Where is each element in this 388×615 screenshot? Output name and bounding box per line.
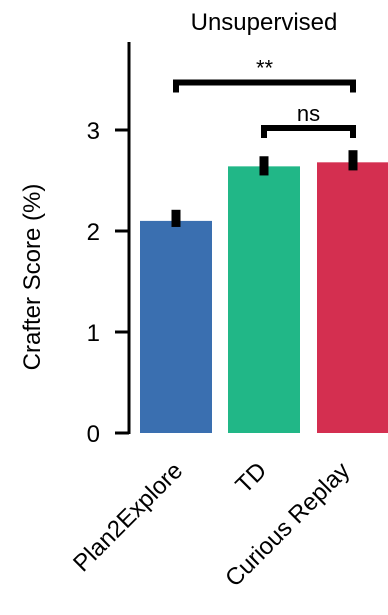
significance-bracket-0 — [173, 79, 356, 93]
y-tick-label: 2 — [87, 219, 100, 246]
x-category-label: TD — [231, 457, 273, 499]
y-tick-label: 3 — [87, 118, 100, 145]
error-bars-group — [171, 150, 358, 227]
significance-label-1: ns — [297, 101, 320, 126]
y-tick-label: 1 — [87, 320, 100, 347]
y-tick-label: 0 — [87, 421, 100, 448]
y-axis-label: Crafter Score (%) — [19, 184, 46, 371]
significance-bracket-1 — [261, 124, 356, 138]
x-category-label: Plan2Explore — [68, 457, 188, 577]
bar-0 — [140, 220, 212, 433]
bar-2 — [317, 162, 388, 433]
y-axis-ticks: 0 1 2 3 — [87, 118, 129, 448]
bar-1 — [228, 166, 300, 434]
chart-title: Unsupervised — [191, 9, 338, 36]
significance-group: ** ns — [173, 56, 356, 138]
bars-group — [140, 162, 388, 434]
significance-label-0: ** — [256, 56, 274, 81]
